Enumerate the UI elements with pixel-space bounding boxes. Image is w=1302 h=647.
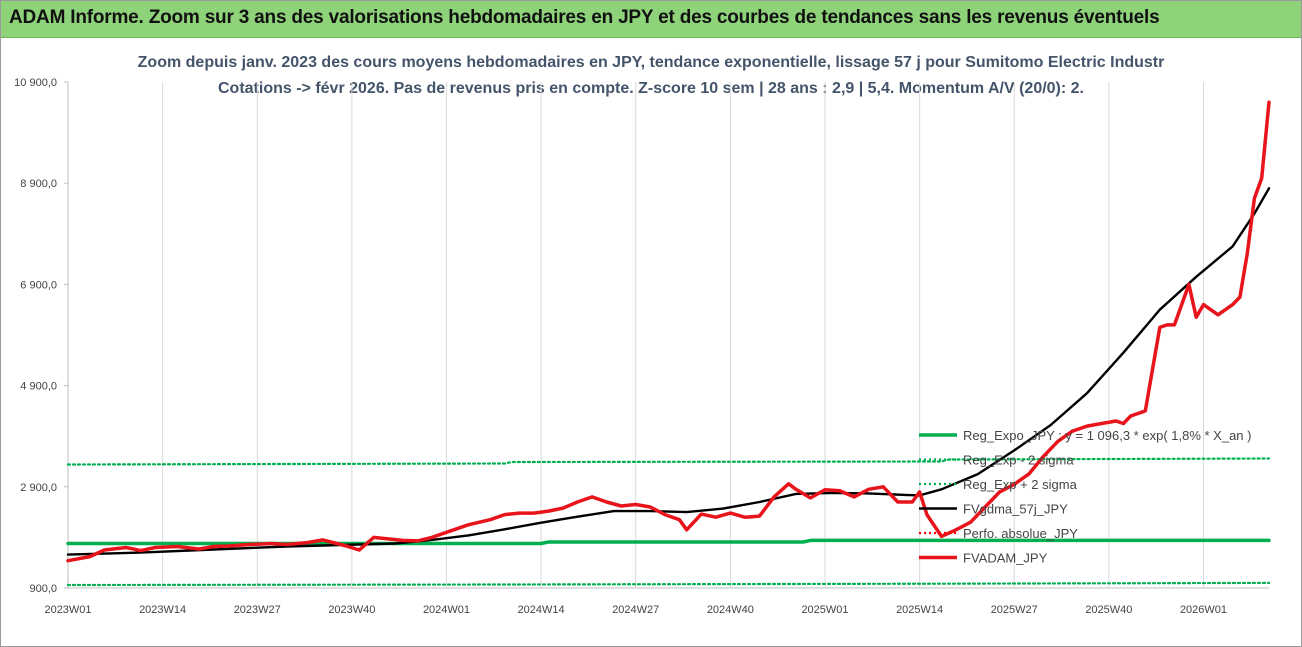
y-tick-label: 6 900,0 [20,279,57,291]
series-line-reg-expo-jpy [66,538,1271,546]
report-banner: ADAM Informe. Zoom sur 3 ans des valoris… [1,1,1301,38]
x-tick-label: 2025W40 [1085,604,1132,616]
y-tick-label: 8 900,0 [20,178,57,190]
legend-label: Perfo. absolue_JPY [963,526,1078,541]
legend-label: FVgdma_57j_JPY [963,502,1068,517]
legend-label: FVADAM_JPY [963,551,1048,566]
series-line-reg-exp [66,457,1271,466]
y-tick-label: 10 900,0 [14,77,57,89]
x-tick-label: 2024W40 [707,604,754,616]
report-title: ADAM Informe. Zoom sur 3 ans des valoris… [9,7,1160,28]
x-tick-label: 2023W40 [328,604,375,616]
legend-label: Reg_Exp + 2 sigma [963,477,1078,492]
series-line-reg-exp [66,581,1271,587]
series-line-fvadam-jpy [66,100,1271,563]
series-line-fvgdma-57j-jpy [66,187,1271,556]
y-tick-label: 4 900,0 [20,381,57,393]
x-tick-label: 2023W01 [44,604,91,616]
x-tick-label: 2025W01 [801,604,848,616]
x-tick-label: 2023W14 [139,604,186,616]
x-tick-label: 2025W27 [991,604,1038,616]
chart-subtitle: Cotations -> févr 2026. Pas de revenus p… [217,80,1084,97]
legend-label: Reg_Exp - 2 sigma [963,453,1074,468]
x-tick-label: 2024W14 [518,604,565,616]
legend-label: Reg_Expo_JPY : y = 1 096,3 * exp( 1,8% *… [963,428,1251,443]
x-tick-label: 2025W14 [896,604,943,616]
x-tick-label: 2026W01 [1180,604,1227,616]
x-tick-label: 2024W27 [612,604,659,616]
chart-title: Zoom depuis janv. 2023 des cours moyens … [137,54,1165,71]
x-tick-label: 2023W27 [234,604,281,616]
y-tick-label: 2 900,0 [20,482,57,494]
x-tick-label: 2024W01 [423,604,470,616]
y-tick-label: 900,0 [29,583,57,595]
